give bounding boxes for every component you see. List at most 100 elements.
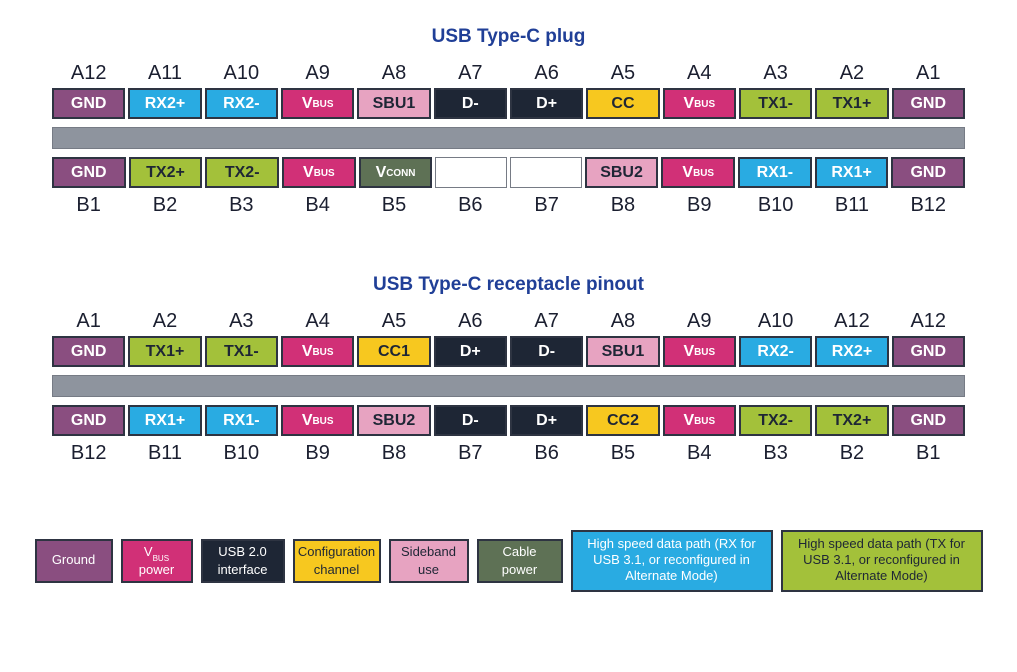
pin-label: GND — [910, 411, 947, 429]
pin-number: B1 — [916, 442, 941, 464]
pin-label: GND — [70, 342, 107, 360]
pin-cell: GND — [891, 157, 966, 188]
plug-top-pin-numbers: A12 A11 A10 A9 A8 A7 A6 A5 A4 A3 A2 A1 — [52, 61, 965, 88]
pin-label: V — [683, 411, 695, 429]
pin-cell: RX2+ — [815, 336, 889, 367]
pin-label: GND — [71, 163, 107, 181]
pin-label: GND — [910, 94, 947, 112]
pin-number: B8 — [610, 194, 636, 216]
pin-number: A12 — [910, 310, 947, 332]
legend-label: VBUS — [126, 544, 188, 564]
pin-number: B6 — [458, 194, 483, 216]
pin-number: A10 — [757, 310, 794, 332]
legend-text: Sideband — [401, 544, 456, 560]
legend-label: High speed data path (RX for USB 3.1, or… — [576, 536, 768, 586]
pin-cell: V BUS — [280, 88, 355, 119]
legend-text: High speed data path (RX for USB 3.1, or… — [587, 535, 756, 584]
pin-label-subscript: BUS — [693, 168, 714, 180]
pin-label: V — [682, 163, 694, 181]
pin-cell: GND — [891, 405, 965, 436]
pin-label: D+ — [536, 411, 558, 429]
pin-cell: SBU1 — [586, 336, 660, 367]
pin-number: A1 — [916, 62, 941, 84]
pin-cell: TX2- — [205, 157, 280, 188]
legend-text: Ground — [51, 552, 96, 568]
pin-number: B6 — [534, 442, 559, 464]
pin-number: A10 — [223, 62, 260, 84]
pin-label: RX2+ — [831, 342, 873, 360]
legend-text: Configuration — [297, 544, 376, 560]
pin-number: A8 — [381, 62, 407, 84]
pin-label-subscript: BUS — [312, 347, 334, 359]
pin-cell: V BUS — [661, 157, 736, 188]
pin-cell: SBU2 — [357, 405, 431, 436]
pin-cell: D- — [509, 336, 584, 367]
plug-diagram: USB Type-C plug A12 A11 A10 A9 A8 A7 A6 … — [52, 26, 966, 220]
pin-number: A5 — [610, 62, 636, 84]
pin-label: TX1+ — [145, 342, 185, 360]
pin-label: D- — [461, 94, 479, 112]
pin-label: SBU1 — [601, 342, 645, 360]
pin-number: B10 — [757, 194, 794, 216]
pin-cell: V BUS — [662, 336, 736, 367]
pin-cell: V BUS — [662, 405, 736, 436]
pin-cell: GND — [52, 88, 126, 119]
legend-item-vbus-power: VBUS power — [120, 539, 193, 583]
pin-number: B11 — [147, 442, 183, 464]
legend-label: High speed data path (TX for USB 3.1, or… — [786, 536, 978, 586]
legend-item-usb2-interface: USB 2.0 interface — [200, 539, 285, 583]
receptacle-bottom-pin-row: GND RX1+ RX1- V BUS SBU2 D- D+ CC2 V BUS T… — [52, 405, 965, 436]
pin-number: B8 — [381, 442, 407, 464]
pin-cell: RX1- — [738, 157, 812, 188]
pin-number: A3 — [763, 62, 788, 84]
pin-label-subscript: BUS — [313, 168, 335, 180]
pin-number: B7 — [534, 194, 559, 216]
pin-cell: SBU2 — [584, 157, 659, 188]
legend-item-configuration-channel: Configuration channel — [292, 539, 381, 583]
pin-label: V — [301, 342, 313, 360]
pin-number: A4 — [687, 62, 712, 84]
pin-number: B10 — [223, 442, 260, 464]
pin-number: B1 — [76, 194, 101, 216]
legend-label: Configuration — [298, 544, 376, 562]
legend-label: USB 2.0 — [206, 544, 280, 562]
pin-label: RX2- — [757, 342, 794, 360]
pin-cell: TX1+ — [815, 88, 889, 119]
plug-top-pin-row: GND RX2+ RX2- V BUS SBU1 D- D+ CC V BUS TX… — [52, 88, 965, 119]
pin-label: GND — [70, 94, 107, 112]
receptacle-diagram: USB Type-C receptacle pinout A1 A2 A3 A4… — [52, 274, 965, 468]
pin-label: V — [301, 94, 313, 112]
pin-cell: D+ — [509, 88, 584, 119]
pin-number: A6 — [458, 310, 483, 332]
pin-label: GND — [70, 411, 107, 429]
pin-label: TX1+ — [832, 94, 872, 112]
legend-item-sideband-use: Sideband use — [388, 539, 469, 583]
pin-cell: GND — [52, 157, 126, 188]
pin-cell: GND — [52, 336, 126, 367]
legend-label: Sideband — [394, 544, 464, 562]
pin-cell: TX2- — [738, 405, 813, 436]
pin-cell: V CONN — [358, 157, 433, 188]
pin-number: A7 — [534, 310, 559, 332]
pin-number: A3 — [229, 310, 254, 332]
pin-label: SBU1 — [372, 94, 416, 112]
pin-cell: D- — [433, 88, 507, 119]
receptacle-title: USB Type-C receptacle pinout — [373, 274, 644, 295]
legend-label: Ground — [40, 552, 108, 570]
legend-label-line2: channel — [313, 561, 360, 577]
pin-label: SBU2 — [372, 411, 416, 429]
legend-subscript: BUS — [152, 554, 170, 564]
pin-number: B5 — [381, 194, 407, 216]
pin-cell — [510, 157, 582, 188]
pin-number: B12 — [70, 442, 107, 464]
pin-cell: V BUS — [662, 88, 736, 119]
pin-cell: V BUS — [280, 405, 355, 436]
pin-number: B2 — [152, 194, 178, 216]
pin-cell: RX2- — [738, 336, 813, 367]
pin-cell: TX2+ — [128, 157, 203, 188]
pin-number: A2 — [839, 62, 865, 84]
pin-cell: CC2 — [586, 405, 660, 436]
pin-label: GND — [910, 163, 946, 181]
pin-number: A8 — [610, 310, 636, 332]
pin-number: B4 — [687, 442, 712, 464]
